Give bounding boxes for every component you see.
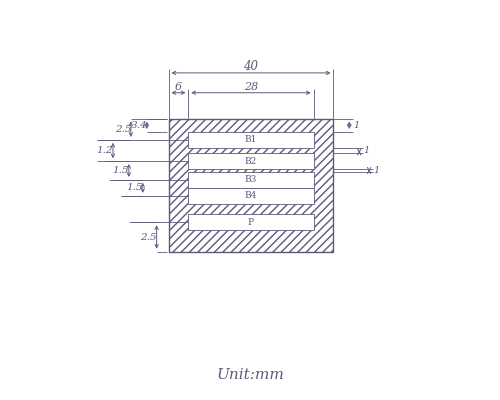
Text: 28: 28 — [244, 82, 258, 92]
Text: 1: 1 — [373, 166, 380, 175]
Text: 1.5: 1.5 — [112, 166, 129, 175]
Text: 1.5: 1.5 — [126, 183, 143, 192]
Text: 6: 6 — [175, 82, 182, 92]
Text: Unit:mm: Unit:mm — [216, 368, 284, 382]
Bar — [188, 132, 314, 148]
Bar — [188, 153, 314, 169]
Text: 1: 1 — [364, 146, 370, 155]
Bar — [188, 214, 314, 230]
Text: 40: 40 — [244, 60, 258, 74]
Bar — [168, 118, 334, 252]
Text: B1: B1 — [245, 135, 257, 144]
Text: B3: B3 — [245, 175, 257, 184]
Text: 3.4: 3.4 — [130, 121, 147, 130]
Text: 1.2: 1.2 — [97, 146, 114, 155]
Bar — [188, 188, 314, 204]
Text: B4: B4 — [245, 191, 257, 200]
Text: 2.5: 2.5 — [114, 125, 131, 134]
Bar — [188, 172, 314, 188]
Text: P: P — [248, 218, 254, 227]
Text: B2: B2 — [245, 157, 257, 166]
Text: 2.5: 2.5 — [140, 232, 157, 242]
Text: 1: 1 — [354, 121, 360, 130]
